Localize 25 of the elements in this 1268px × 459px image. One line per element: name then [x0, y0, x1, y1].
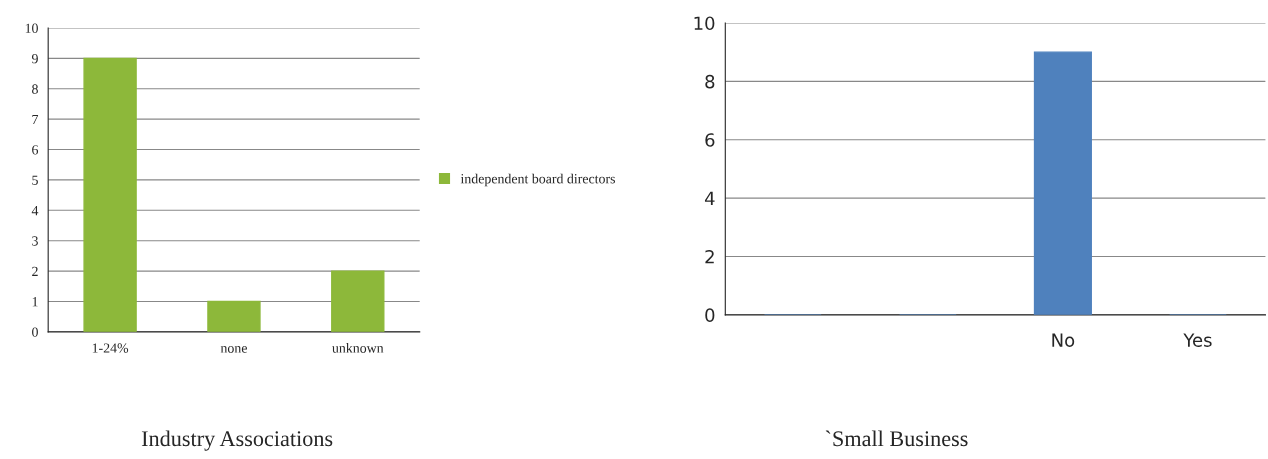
- y-tick-label: 6: [32, 145, 39, 155]
- text: Industry Associations: [141, 430, 333, 451]
- x-tick-label: No: [1052, 333, 1075, 347]
- x-tick-label: none: [220, 346, 247, 353]
- y-tick-label: 2: [32, 266, 38, 276]
- y-tick-label: 0: [32, 327, 38, 337]
- y-tick-label: 1: [32, 297, 38, 307]
- y-tick-label: 8: [32, 84, 38, 94]
- y-tick-label: 9: [31, 54, 38, 64]
- y-tick-label: 0: [705, 308, 715, 322]
- y-tick-label: 3: [32, 236, 38, 246]
- y-tick-label: 8: [705, 74, 715, 89]
- y-tick-label: 2: [705, 249, 714, 264]
- y-tick-label: 4: [704, 191, 715, 205]
- text: `Small Business: [825, 430, 968, 447]
- x-tick-label: Yes: [1183, 333, 1212, 347]
- y-tick-label: 10: [694, 16, 715, 31]
- y-tick-label: 6: [705, 133, 715, 147]
- x-tick-label: 1-24%: [92, 343, 129, 353]
- y-tick-label: 4: [31, 205, 39, 216]
- y-tick-label: 10: [25, 23, 38, 33]
- y-tick-label: 7: [32, 114, 39, 124]
- x-tick-label: unknown: [332, 342, 384, 353]
- legend-label: independent board directors: [460, 173, 616, 187]
- y-tick-label: 5: [32, 175, 38, 185]
